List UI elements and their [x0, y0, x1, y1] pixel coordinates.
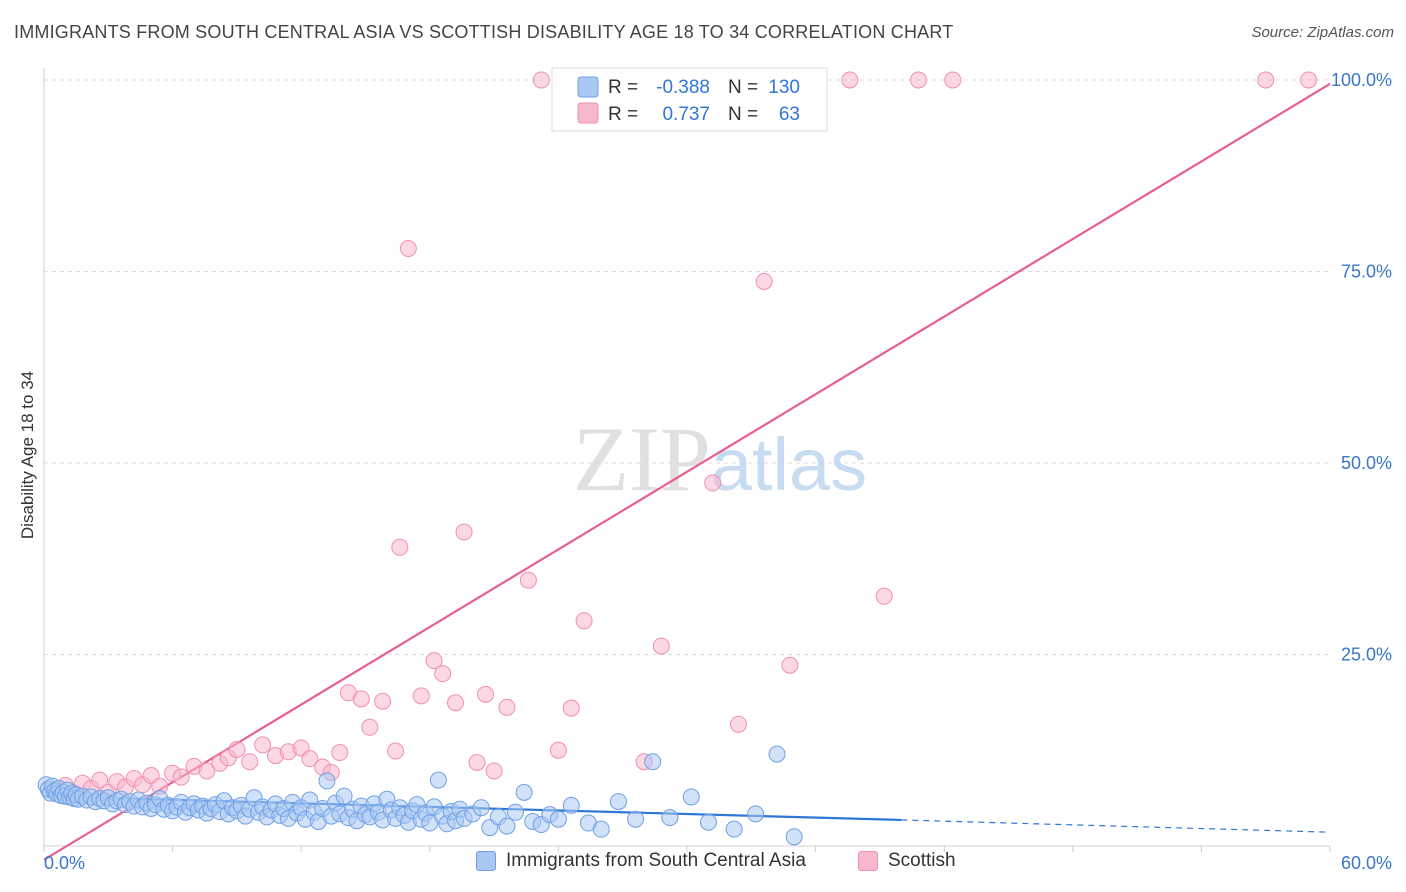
point-scottish-33	[387, 742, 405, 760]
point-immigrants-112	[515, 783, 533, 801]
point-scottish-42	[477, 685, 495, 703]
legend-r-value-0: -0.388	[656, 77, 710, 98]
series-swatch-immigrants	[476, 851, 496, 871]
legend-swatch-scottish	[577, 102, 599, 124]
point-scottish-5	[91, 771, 109, 789]
data-points	[37, 71, 1318, 846]
series-legend-label-scottish: Scottish	[888, 850, 956, 871]
legend-n-value-1: 63	[779, 104, 800, 125]
point-immigrants-127	[747, 805, 765, 823]
point-immigrants-116	[549, 810, 567, 828]
tick-labels: 25.0% 50.0% 75.0% 100.0% 0.0% 60.0%	[44, 70, 1392, 873]
point-scottish-37	[425, 652, 443, 670]
watermark: ZIPatlas	[573, 408, 867, 510]
point-scottish-20	[241, 753, 259, 771]
y-tick-label-1: 50.0%	[1341, 453, 1392, 473]
point-scottish-45	[519, 571, 537, 589]
trend-line-extension-immigrants	[901, 819, 1331, 833]
point-scottish-61	[1257, 71, 1275, 89]
point-scottish-58	[875, 587, 893, 605]
series-legend-label-immigrants: Immigrants from South Central Asia	[506, 850, 806, 871]
trend-line-scottish	[43, 82, 1331, 861]
point-scottish-59	[909, 71, 927, 89]
point-immigrants-111	[507, 803, 525, 821]
x-tick-label-1: 60.0%	[1341, 853, 1392, 873]
x-tick-label-0: 0.0%	[44, 853, 85, 873]
point-scottish-40	[455, 523, 473, 541]
point-scottish-16	[198, 762, 216, 780]
point-scottish-32	[374, 692, 392, 710]
axes	[43, 68, 1331, 852]
point-scottish-60	[944, 71, 962, 89]
point-scottish-31	[361, 718, 379, 736]
point-scottish-57	[841, 71, 859, 89]
y-tick-label-3: 100.0%	[1331, 70, 1392, 90]
point-immigrants-128	[768, 745, 786, 763]
point-scottish-21	[254, 736, 272, 754]
legend-swatch-immigrants	[577, 76, 599, 98]
point-immigrants-122	[644, 753, 662, 771]
series-swatch-scottish	[858, 851, 878, 871]
point-scottish-56	[781, 656, 799, 674]
point-immigrants-73	[318, 772, 336, 790]
point-immigrants-119	[592, 820, 610, 838]
point-scottish-28	[331, 744, 349, 762]
legend-r-value-1: 0.737	[662, 104, 710, 125]
gridlines	[44, 79, 1330, 655]
point-scottish-39	[447, 694, 465, 712]
point-scottish-54	[729, 715, 747, 733]
point-immigrants-110	[498, 817, 516, 835]
point-scottish-62	[1300, 71, 1318, 89]
point-scottish-34	[391, 538, 409, 556]
point-scottish-49	[575, 612, 593, 630]
legend-n-label-1: N =	[728, 104, 758, 125]
point-scottish-25	[301, 750, 319, 768]
chart-title: IMMIGRANTS FROM SOUTH CENTRAL ASIA VS SC…	[14, 22, 954, 42]
point-scottish-46	[532, 71, 550, 89]
legend-r-label-1: R =	[608, 104, 638, 125]
point-immigrants-124	[682, 788, 700, 806]
series-legend-item-scottish: Scottish	[858, 850, 956, 872]
point-immigrants-99	[429, 771, 447, 789]
point-scottish-36	[412, 687, 430, 705]
point-scottish-47	[549, 741, 567, 759]
point-scottish-52	[652, 637, 670, 655]
point-scottish-19	[228, 740, 246, 758]
point-scottish-35	[399, 240, 417, 258]
point-scottish-14	[172, 768, 190, 786]
y-tick-label-0: 25.0%	[1341, 645, 1392, 665]
legend-n-value-0: 130	[768, 77, 800, 98]
point-scottish-48	[562, 699, 580, 717]
point-immigrants-123	[661, 809, 679, 827]
point-scottish-44	[498, 698, 516, 716]
point-immigrants-125	[699, 813, 717, 831]
point-immigrants-77	[335, 787, 353, 805]
series-legend-item-immigrants: Immigrants from South Central Asia	[476, 850, 806, 872]
y-tick-label-2: 75.0%	[1341, 262, 1392, 282]
point-scottish-38	[434, 665, 452, 683]
point-immigrants-117	[562, 796, 580, 814]
point-scottish-41	[468, 754, 486, 772]
series-legend: Immigrants from South Central Asia Scott…	[0, 850, 1406, 880]
point-immigrants-120	[609, 793, 627, 811]
point-immigrants-107	[472, 799, 490, 817]
stats-legend: R = -0.388 N = 130 R = 0.737 N = 63	[551, 67, 828, 132]
point-scottish-43	[485, 762, 503, 780]
legend-n-label-0: N =	[728, 77, 758, 98]
point-immigrants-129	[785, 828, 803, 846]
point-immigrants-121	[627, 810, 645, 828]
point-immigrants-126	[725, 820, 743, 838]
chart-source: Source: ZipAtlas.com	[1251, 24, 1394, 41]
point-scottish-30	[352, 690, 370, 708]
point-scottish-55	[755, 272, 773, 290]
legend-r-label-0: R =	[608, 77, 638, 98]
point-scottish-53	[704, 474, 722, 492]
